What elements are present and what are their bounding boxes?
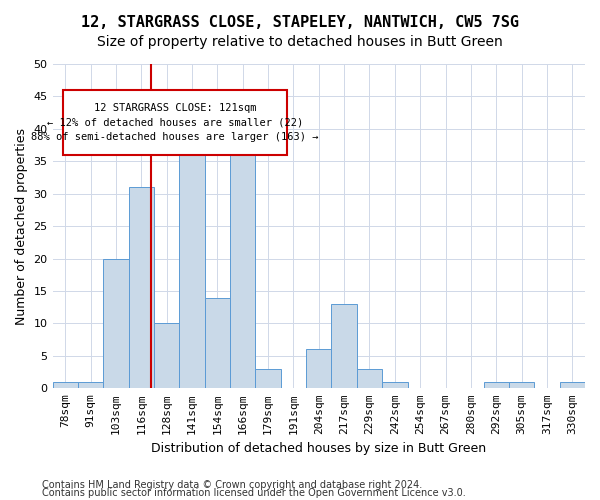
X-axis label: Distribution of detached houses by size in Butt Green: Distribution of detached houses by size … <box>151 442 487 455</box>
Bar <box>357 369 382 388</box>
Text: 12, STARGRASS CLOSE, STAPELEY, NANTWICH, CW5 7SG: 12, STARGRASS CLOSE, STAPELEY, NANTWICH,… <box>81 15 519 30</box>
Bar <box>560 382 585 388</box>
Text: 12 STARGRASS CLOSE: 121sqm
← 12% of detached houses are smaller (22)
88% of semi: 12 STARGRASS CLOSE: 121sqm ← 12% of deta… <box>31 102 319 142</box>
Y-axis label: Number of detached properties: Number of detached properties <box>15 128 28 324</box>
Bar <box>256 369 281 388</box>
Bar <box>484 382 509 388</box>
FancyBboxPatch shape <box>63 90 287 155</box>
Bar <box>103 258 128 388</box>
Bar <box>128 187 154 388</box>
Bar <box>509 382 534 388</box>
Bar <box>78 382 103 388</box>
Bar <box>331 304 357 388</box>
Bar <box>382 382 407 388</box>
Bar <box>53 382 78 388</box>
Text: Contains HM Land Registry data © Crown copyright and database right 2024.: Contains HM Land Registry data © Crown c… <box>42 480 422 490</box>
Bar <box>154 324 179 388</box>
Text: Size of property relative to detached houses in Butt Green: Size of property relative to detached ho… <box>97 35 503 49</box>
Text: Contains public sector information licensed under the Open Government Licence v3: Contains public sector information licen… <box>42 488 466 498</box>
Bar <box>306 350 331 389</box>
Bar <box>179 122 205 388</box>
Bar <box>230 129 256 388</box>
Bar <box>205 298 230 388</box>
